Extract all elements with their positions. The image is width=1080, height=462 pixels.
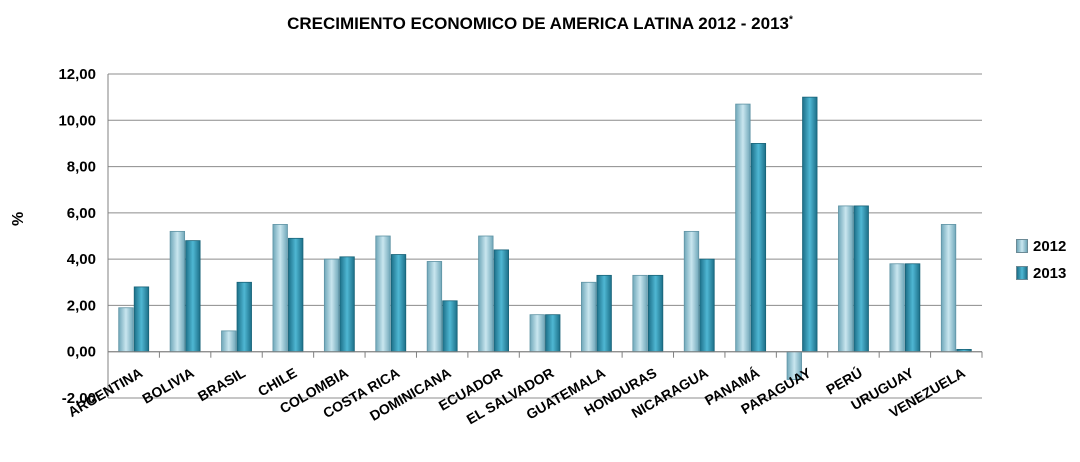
y-tick-label: 10,00 — [58, 112, 96, 129]
bar-2013-1 — [185, 240, 201, 353]
legend-swatch-2012 — [1016, 239, 1028, 253]
bar-2013-2 — [236, 281, 252, 353]
bar-2012-16 — [940, 224, 957, 353]
y-tick-label: 6,00 — [67, 205, 96, 222]
y-tick-label: 0,00 — [67, 344, 96, 361]
legend-swatch-2013 — [1016, 266, 1028, 280]
bar-2012-4 — [323, 258, 340, 353]
bar-2012-12 — [735, 103, 751, 353]
x-tick-label-1: BOLIVIA — [139, 364, 196, 406]
y-tick-label: 2,00 — [67, 297, 96, 314]
chart-title-text: CRECIMIENTO ECONOMICO DE AMERICA LATINA … — [287, 14, 789, 33]
legend: 2012 2013 — [1016, 236, 1066, 290]
x-tick-label-8: EL SALVADOR — [464, 364, 557, 427]
bar-2013-8 — [545, 314, 561, 353]
axes — [107, 74, 983, 398]
bar-2013-9 — [596, 274, 612, 353]
y-tick-labels: -2,00 0,00 2,00 4,00 6,00 8,00 10,00 12,00 — [58, 66, 96, 407]
bar-2012-2 — [221, 330, 237, 353]
bar-2012-15 — [889, 263, 905, 353]
bar-2013-14 — [853, 205, 869, 353]
chart-title: CRECIMIENTO ECONOMICO DE AMERICA LATINA … — [0, 14, 1080, 34]
bar-2013-0 — [133, 286, 150, 353]
bar-2012-10 — [632, 274, 648, 353]
bar-2012-8 — [529, 314, 545, 353]
bar-2012-14 — [838, 205, 854, 353]
bar-2013-12 — [750, 143, 767, 353]
bar-2012-7 — [478, 235, 494, 353]
bar-2013-5 — [390, 254, 407, 353]
y-tick-label: -2,00 — [62, 390, 96, 407]
bar-2012-1 — [169, 230, 186, 353]
legend-label-2012: 2012 — [1033, 237, 1067, 255]
y-axis-label: % — [10, 211, 27, 226]
legend-label-2013: 2013 — [1033, 264, 1067, 282]
bar-2013-15 — [904, 263, 921, 353]
bar-2013-10 — [647, 274, 664, 353]
legend-item-2012: 2012 — [1016, 236, 1066, 256]
bar-2013-3 — [288, 237, 304, 353]
bar-2012-6 — [426, 261, 443, 353]
y-tick-label: 4,00 — [67, 251, 96, 268]
bar-2013-6 — [442, 300, 458, 353]
bar-2012-9 — [581, 281, 597, 353]
y-tick-label: 8,00 — [67, 159, 96, 176]
legend-item-2013: 2013 — [1016, 263, 1066, 283]
bar-2012-0 — [118, 307, 134, 353]
bar-2012-5 — [375, 235, 391, 353]
bar-2013-11 — [699, 258, 715, 353]
chart-title-marker: * — [788, 14, 793, 26]
bar-2012-11 — [683, 230, 700, 353]
bar-2012-3 — [272, 224, 288, 353]
bar-2013-4 — [339, 256, 355, 353]
y-tick-label: 12,00 — [58, 66, 96, 83]
bars — [118, 96, 972, 380]
bar-2013-7 — [493, 249, 509, 353]
bar-2013-13 — [802, 96, 818, 353]
